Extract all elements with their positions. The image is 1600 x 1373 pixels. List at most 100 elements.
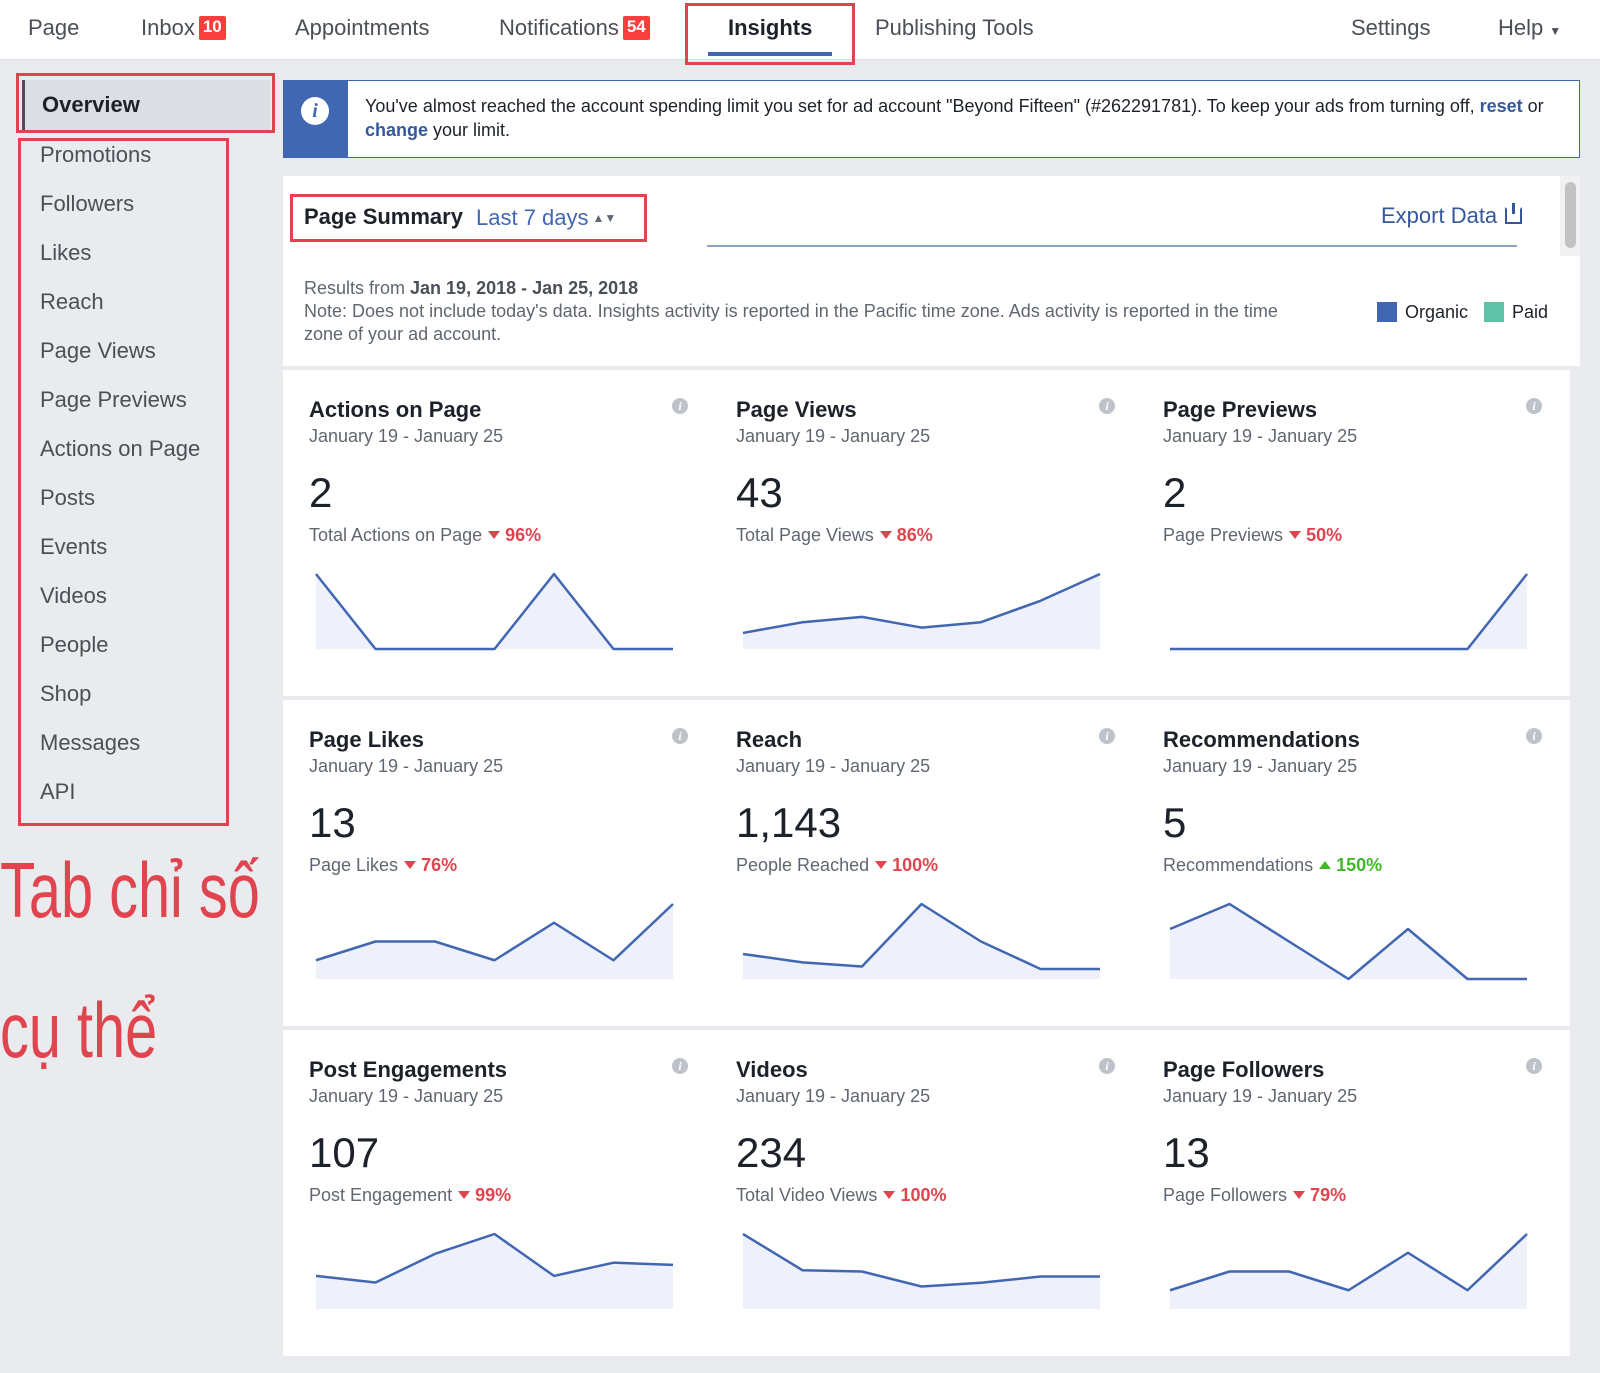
card-date-range: January 19 - January 25 (736, 756, 931, 776)
sidebar-item-shop[interactable]: Shop (40, 681, 92, 706)
card-change-percent: 100% (892, 855, 939, 875)
card-date-range: January 19 - January 25 (1163, 756, 1358, 776)
trend-down-icon (875, 861, 888, 869)
nav-tab-inbox[interactable]: Inbox 10 (141, 0, 226, 58)
info-icon: i (301, 97, 329, 125)
info-icon[interactable]: i (1526, 728, 1542, 744)
spending-limit-alert: i You've almost reached the account spen… (283, 80, 1580, 158)
sidebar-item-promotions[interactable]: Promotions (40, 142, 152, 167)
info-icon[interactable]: i (1526, 398, 1542, 414)
sidebar-item-posts[interactable]: Posts (40, 485, 96, 510)
sidebar-item-api[interactable]: API (40, 779, 76, 804)
nav-tab-settings-label: Settings (1351, 15, 1431, 40)
card-metric: Post Engagement 99% (309, 1185, 511, 1206)
date-range-selector[interactable]: Last 7 days ▲▼ (476, 205, 616, 231)
sparkline-line (315, 903, 674, 962)
nav-tab-publishing-tools-label: Publishing Tools (875, 15, 1034, 40)
card-date-range: January 19 - January 25 (309, 426, 504, 446)
nav-tab-insights-label: Insights (728, 15, 813, 40)
card-metric: Total Video Views 100% (736, 1185, 946, 1206)
nav-tab-page-label: Page (28, 15, 80, 40)
metric-card-recommendations[interactable]: Recommendations January 19 - January 25 i 5… (1137, 700, 1570, 1026)
nav-tab-appointments[interactable]: Appointments (295, 0, 430, 58)
sidebar-item-reach[interactable]: Reach (40, 289, 104, 314)
card-value: 2 (309, 469, 333, 516)
info-icon[interactable]: i (1099, 1058, 1115, 1074)
info-icon[interactable]: i (1099, 398, 1115, 414)
export-data-button[interactable]: Export Data (1381, 203, 1523, 229)
annotation-line-2: cụ thể (0, 986, 158, 1074)
alert-text-end: your limit. (428, 120, 511, 140)
alert-text-or: or (1522, 96, 1544, 116)
overview-highlight (16, 73, 275, 133)
sidebar-list: Promotions Followers Likes Reach Page Views P… (40, 138, 220, 824)
info-icon[interactable]: i (1099, 728, 1115, 744)
card-title: Reach (736, 727, 803, 752)
info-icon[interactable]: i (672, 728, 688, 744)
sidebar-item-actions-on-page[interactable]: Actions on Page (40, 436, 201, 461)
sidebar-item-messages[interactable]: Messages (40, 730, 141, 755)
card-value: 13 (309, 799, 356, 846)
page-summary-title: Page Summary (304, 204, 463, 229)
sparkline-line (1170, 573, 1528, 651)
insights-tab-highlight (685, 3, 855, 65)
sidebar-item-videos[interactable]: Videos (40, 583, 107, 608)
sparkline-chart (742, 902, 1100, 979)
change-link[interactable]: change (365, 120, 429, 140)
scrollbar-thumb[interactable] (1565, 182, 1576, 248)
card-title: Page Views (736, 397, 857, 422)
metric-card-actions-on-page[interactable]: Actions on Page January 19 - January 25 i 2… (283, 370, 716, 696)
trend-down-icon (879, 531, 892, 539)
results-prefix: Results from (304, 278, 411, 298)
scrollbar[interactable] (1560, 176, 1580, 256)
card-metric-label: Recommendations (1163, 855, 1314, 875)
nav-tab-insights[interactable]: Insights (728, 0, 812, 58)
sparkline-line (315, 572, 673, 651)
legend-paid-label: Paid (1512, 302, 1549, 322)
sidebar-list-highlight (18, 138, 229, 826)
card-date-range: January 19 - January 25 (736, 426, 931, 446)
sidebar-item-page-views[interactable]: Page Views (40, 338, 156, 363)
metric-card-page-views[interactable]: Page Views January 19 - January 25 i 43 Tota… (710, 370, 1143, 696)
metric-card-post-engagements[interactable]: Post Engagements January 19 - January 25 i… (283, 1030, 716, 1356)
results-date-range: Jan 19, 2018 - Jan 25, 2018 (410, 278, 639, 298)
card-metric-label: Total Actions on Page (309, 525, 483, 545)
sidebar-item-overview[interactable]: Overview (22, 80, 270, 130)
card-metric-label: Page Previews (1163, 525, 1284, 545)
sidebar-item-overview-label: Overview (42, 92, 140, 117)
card-metric-label: Total Video Views (736, 1185, 878, 1205)
export-icon (1505, 203, 1523, 224)
card-value: 43 (736, 469, 783, 516)
info-icon[interactable]: i (672, 398, 688, 414)
sidebar-item-likes[interactable]: Likes (40, 240, 92, 265)
card-date-range: January 19 - January 25 (1163, 1086, 1358, 1106)
metric-card-page-previews[interactable]: Page Previews January 19 - January 25 i 2 Pa… (1137, 370, 1570, 696)
card-value: 13 (1163, 1129, 1210, 1176)
card-change-percent: 150% (1336, 855, 1383, 875)
sidebar-item-people[interactable]: People (40, 632, 109, 657)
info-icon[interactable]: i (1526, 1058, 1542, 1074)
metric-card-page-followers[interactable]: Page Followers January 19 - January 25 i 13… (1137, 1030, 1570, 1356)
nav-tab-publishing-tools[interactable]: Publishing Tools (875, 0, 1034, 58)
card-metric-label: Page Followers (1163, 1185, 1288, 1205)
card-value: 5 (1163, 799, 1187, 846)
info-icon[interactable]: i (672, 1058, 688, 1074)
metric-card-reach[interactable]: Reach January 19 - January 25 i 1,143 People… (710, 700, 1143, 1026)
sidebar-item-events[interactable]: Events (40, 534, 108, 559)
date-range-label: Last 7 days (476, 205, 589, 230)
nav-tab-inbox-label: Inbox (141, 15, 195, 40)
nav-tab-page[interactable]: Page (28, 0, 79, 58)
notifications-count-badge: 54 (622, 16, 650, 41)
card-metric-label: Total Page Views (736, 525, 874, 545)
metric-card-page-likes[interactable]: Page Likes January 19 - January 25 i 13 Page… (283, 700, 716, 1026)
card-change-percent: 86% (896, 525, 933, 545)
nav-tab-help[interactable]: Help ▼ (1498, 0, 1561, 58)
card-metric: People Reached 100% (736, 855, 938, 876)
metric-card-videos[interactable]: Videos January 19 - January 25 i 234 Total V… (710, 1030, 1143, 1356)
nav-tab-notifications[interactable]: Notifications 54 (499, 0, 650, 58)
sidebar-item-page-previews[interactable]: Page Previews (40, 387, 187, 412)
sidebar-item-followers[interactable]: Followers (40, 191, 135, 216)
reset-link[interactable]: reset (1479, 96, 1523, 116)
nav-tab-settings[interactable]: Settings (1351, 0, 1431, 58)
trend-down-icon (488, 531, 501, 539)
